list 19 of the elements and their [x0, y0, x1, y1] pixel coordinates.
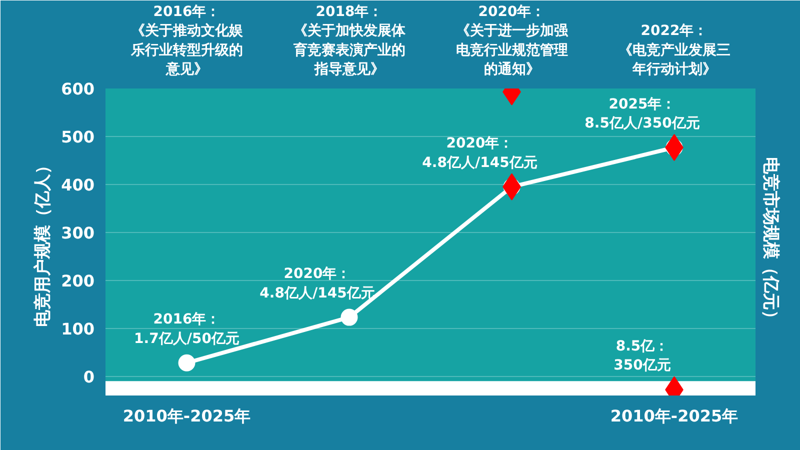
text: 2010年-2025年 [122, 406, 251, 426]
annotation: 2016年： 1.7亿人/50亿元 [134, 312, 240, 347]
text: 2010年-2025年 [610, 406, 738, 426]
y-axis-title: 电竞用户规模（亿人） [33, 157, 54, 327]
y-tick-label: 500 [61, 127, 95, 146]
y-tick-label: 600 [61, 80, 95, 98]
annotation: 8.5亿： 350亿元 [614, 338, 671, 374]
y-tick-label: 200 [61, 271, 95, 290]
y2-axis-title: 电竞市场规模（亿元） [760, 157, 780, 327]
x-tick-label: 2020年：《关于进一步加强电竞行业规范管理的通知》 [456, 4, 569, 78]
annotation: 2020年： 4.8亿人/145亿元 [422, 136, 538, 171]
x-tick-label: 2022年：《电竞产业发展三年行动计划》 [618, 23, 730, 78]
x-tick-label: 2016年：《关于推动文化娱乐行业转型升级的意见》 [130, 4, 244, 78]
annotation: 2025年： 8.5亿人/350亿元 [584, 96, 700, 132]
y-tick-label: 0 [83, 367, 95, 386]
y-tick-label: 100 [61, 319, 95, 338]
y-tick-label: 300 [61, 223, 95, 242]
y-tick-label: 400 [61, 175, 95, 194]
x-tick-label: 2018年：《关于加快发展体育竞赛表演产业的指导意见》 [292, 4, 406, 78]
